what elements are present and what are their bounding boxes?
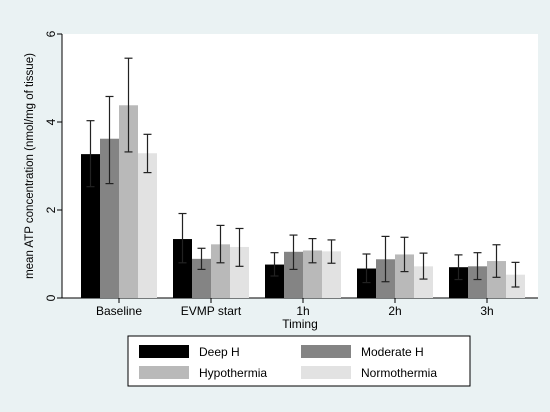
bar-hypothermia-1 [211,244,230,298]
bar-hypothermia-0 [119,105,138,298]
bar-deep-h-4 [449,267,468,298]
bar-normothermia-3 [414,266,433,298]
x-tick-label: 3h [480,304,493,318]
legend-items: Deep H Moderate H Hypothermia Normothermia [139,345,437,380]
bar-moderate-h-4 [468,266,487,298]
bar-normothermia-2 [322,251,341,298]
x-ticks: Baseline EVMP start 1h 2h 3h [96,298,494,318]
bar-normothermia-0 [138,153,157,298]
x-tick-label: Baseline [96,304,142,318]
y-tick-label: 4 [44,118,58,125]
legend-label: Hypothermia [199,366,267,380]
y-tick-label: 2 [44,206,58,213]
bar-hypothermia-2 [303,250,322,298]
bar-deep-h-3 [357,268,376,298]
x-tick-label: EVMP start [181,304,242,318]
legend-swatch [139,345,189,358]
bar-deep-h-2 [265,264,284,298]
x-tick-label: 2h [388,304,401,318]
bar-deep-h-1 [173,239,192,298]
legend-label: Moderate H [361,345,424,359]
bar-hypothermia-3 [395,254,414,298]
y-ticks: 0 2 4 6 [44,30,62,301]
error-bars [86,57,520,288]
legend-swatch [139,366,189,379]
bar-moderate-h-2 [284,251,303,298]
bars [81,105,525,298]
bar-normothermia-1 [230,246,249,298]
y-axis-label: mean ATP concentration (nmol/mg of tissu… [24,53,36,279]
legend-label: Deep H [199,345,240,359]
bar-moderate-h-1 [192,258,211,298]
bar-deep-h-0 [81,154,100,298]
legend: Deep H Moderate H Hypothermia Normothermia [127,335,471,387]
bar-hypothermia-4 [487,261,506,298]
x-tick-label: 1h [296,304,309,318]
x-axis-label: Timing [282,317,318,331]
legend-swatch [301,345,351,358]
legend-label: Normothermia [361,366,437,380]
legend-swatch [301,366,351,379]
y-tick-label: 6 [44,30,58,37]
bar-moderate-h-0 [100,138,119,298]
y-tick-label: 0 [44,294,58,301]
